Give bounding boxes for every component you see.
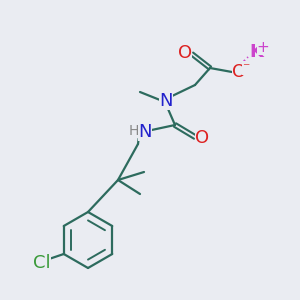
Text: ⁻: ⁻ <box>242 61 250 75</box>
Text: K: K <box>249 43 263 61</box>
Text: O: O <box>232 63 246 81</box>
Text: N: N <box>159 92 173 110</box>
Text: Cl: Cl <box>33 254 51 272</box>
Text: H: H <box>129 124 139 138</box>
Text: N: N <box>138 123 152 141</box>
Text: +: + <box>256 40 269 55</box>
Text: O: O <box>195 129 209 147</box>
Text: O: O <box>178 44 192 62</box>
